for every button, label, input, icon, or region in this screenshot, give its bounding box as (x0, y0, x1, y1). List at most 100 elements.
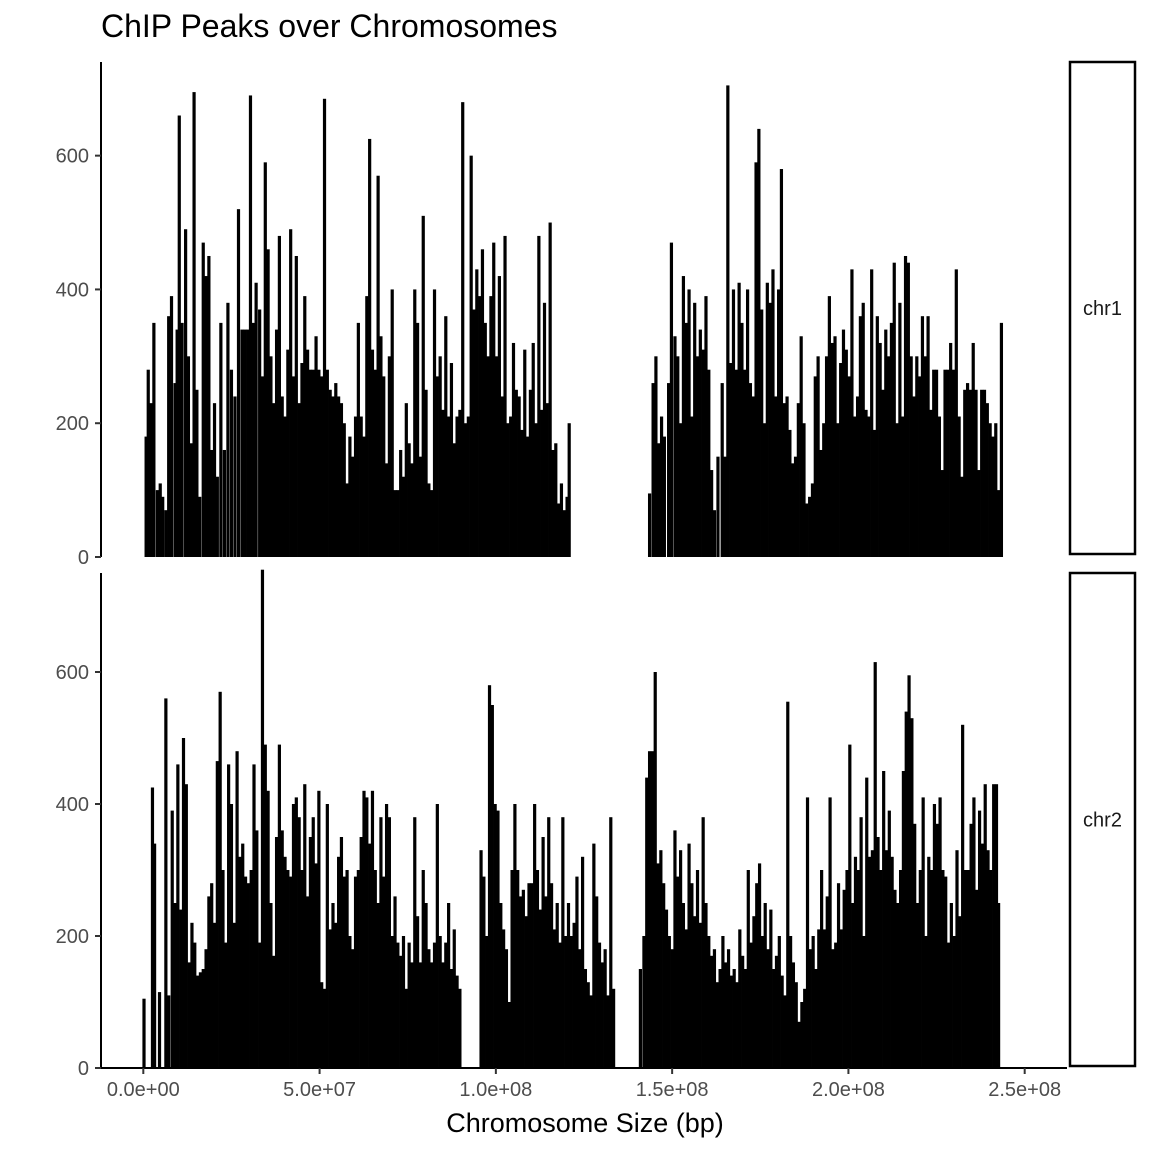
peak-bar (946, 369, 950, 557)
peak-bar (382, 876, 386, 1068)
peak-bar (150, 787, 155, 1068)
peak-bar (432, 289, 437, 557)
peak-bar (723, 456, 727, 557)
peak-bar (348, 436, 352, 557)
peak-bar (438, 356, 442, 557)
peak-bar (731, 289, 736, 557)
peak-bar (430, 962, 434, 1068)
facet-strip-label: chr1 (1083, 298, 1122, 320)
peak-bar (743, 969, 748, 1068)
peak-bar (222, 449, 226, 557)
peak-bar (351, 949, 355, 1068)
peak-bar (716, 456, 720, 557)
peak-bar (263, 744, 267, 1068)
peak-bar (989, 870, 993, 1068)
peak-bar (212, 922, 217, 1068)
peak-bar (820, 870, 824, 1068)
peak-bar (427, 949, 431, 1068)
peak-bar (430, 490, 434, 557)
peak-bar (210, 449, 214, 557)
peak-bar (161, 496, 165, 557)
peak-bar (331, 396, 335, 557)
peak-bar (844, 349, 848, 557)
peak-bar (910, 718, 914, 1068)
peak-bar (715, 982, 719, 1068)
peak-bar (485, 936, 489, 1068)
peak-bar (774, 955, 779, 1068)
peak-bar (255, 830, 259, 1068)
peak-bar (772, 969, 776, 1068)
peak-bar (992, 784, 996, 1068)
peak-bar (424, 903, 428, 1068)
peak-bar (983, 784, 987, 1068)
peak-bar (769, 909, 773, 1068)
peak-bar (427, 483, 431, 557)
peak-bar (656, 863, 660, 1068)
peak-bar (653, 672, 657, 1068)
peak-bar (229, 369, 234, 557)
peak-bar (303, 784, 307, 1068)
peak-bar (266, 790, 270, 1068)
peak-bar (272, 955, 276, 1068)
peak-bar (149, 403, 153, 557)
peak-bar (915, 903, 920, 1068)
peak-bar (609, 817, 613, 1068)
peak-bar (322, 988, 327, 1068)
peak-bar (842, 889, 846, 1068)
peak-bar (569, 936, 573, 1068)
peak-bar (788, 429, 792, 557)
peak-bar (306, 349, 310, 557)
peak-bar (930, 870, 934, 1068)
peak-bar (896, 903, 900, 1068)
peak-bar (421, 870, 425, 1068)
peak-bar (490, 705, 494, 1068)
peak-bar (379, 817, 383, 1068)
peak-bar (559, 483, 564, 557)
peak-bar (418, 962, 423, 1068)
peak-bar (904, 711, 908, 1068)
peak-bar (941, 870, 945, 1068)
peak-bar (496, 810, 500, 1068)
y-tick-label: 200 (56, 926, 89, 948)
peak-bar (537, 235, 541, 558)
peak-bar (479, 850, 483, 1068)
peak-bar (586, 982, 590, 1068)
peak-bar (308, 837, 313, 1068)
peak-bar (893, 889, 897, 1068)
peak-bar (413, 289, 417, 557)
peak-bar (966, 870, 970, 1068)
peak-bar (575, 876, 579, 1068)
peak-bar (393, 896, 397, 1068)
peak-bar (735, 982, 739, 1068)
peak-bar (365, 797, 369, 1068)
peak-bar (201, 242, 205, 558)
peak-bar (724, 962, 728, 1068)
peak-bar (523, 349, 527, 557)
peak-bar (943, 369, 947, 557)
peak-bar (382, 376, 386, 557)
peak-bar (684, 929, 688, 1068)
peak-bar (181, 738, 186, 1068)
peak-bar (455, 975, 459, 1068)
peak-bar (538, 909, 542, 1068)
peak-bar (755, 883, 759, 1068)
peak-bar (831, 949, 835, 1068)
peak-bar (710, 470, 714, 557)
peak-bar (291, 804, 296, 1068)
peak-bar (384, 463, 389, 557)
peak-bar (968, 389, 972, 557)
peak-bar (783, 995, 787, 1068)
peak-bar (482, 876, 486, 1068)
peak-bar (497, 276, 501, 557)
peak-bar (435, 376, 439, 557)
peak-bar (561, 817, 565, 1068)
peak-bar (915, 356, 919, 557)
peak-bar (833, 336, 837, 557)
peak-bar (816, 356, 820, 557)
peak-bar (977, 810, 982, 1068)
peak-bar (401, 476, 406, 557)
peak-bar (791, 463, 795, 557)
peak-bar (657, 443, 661, 557)
peak-bar (898, 870, 903, 1068)
peak-bar (642, 936, 646, 1068)
